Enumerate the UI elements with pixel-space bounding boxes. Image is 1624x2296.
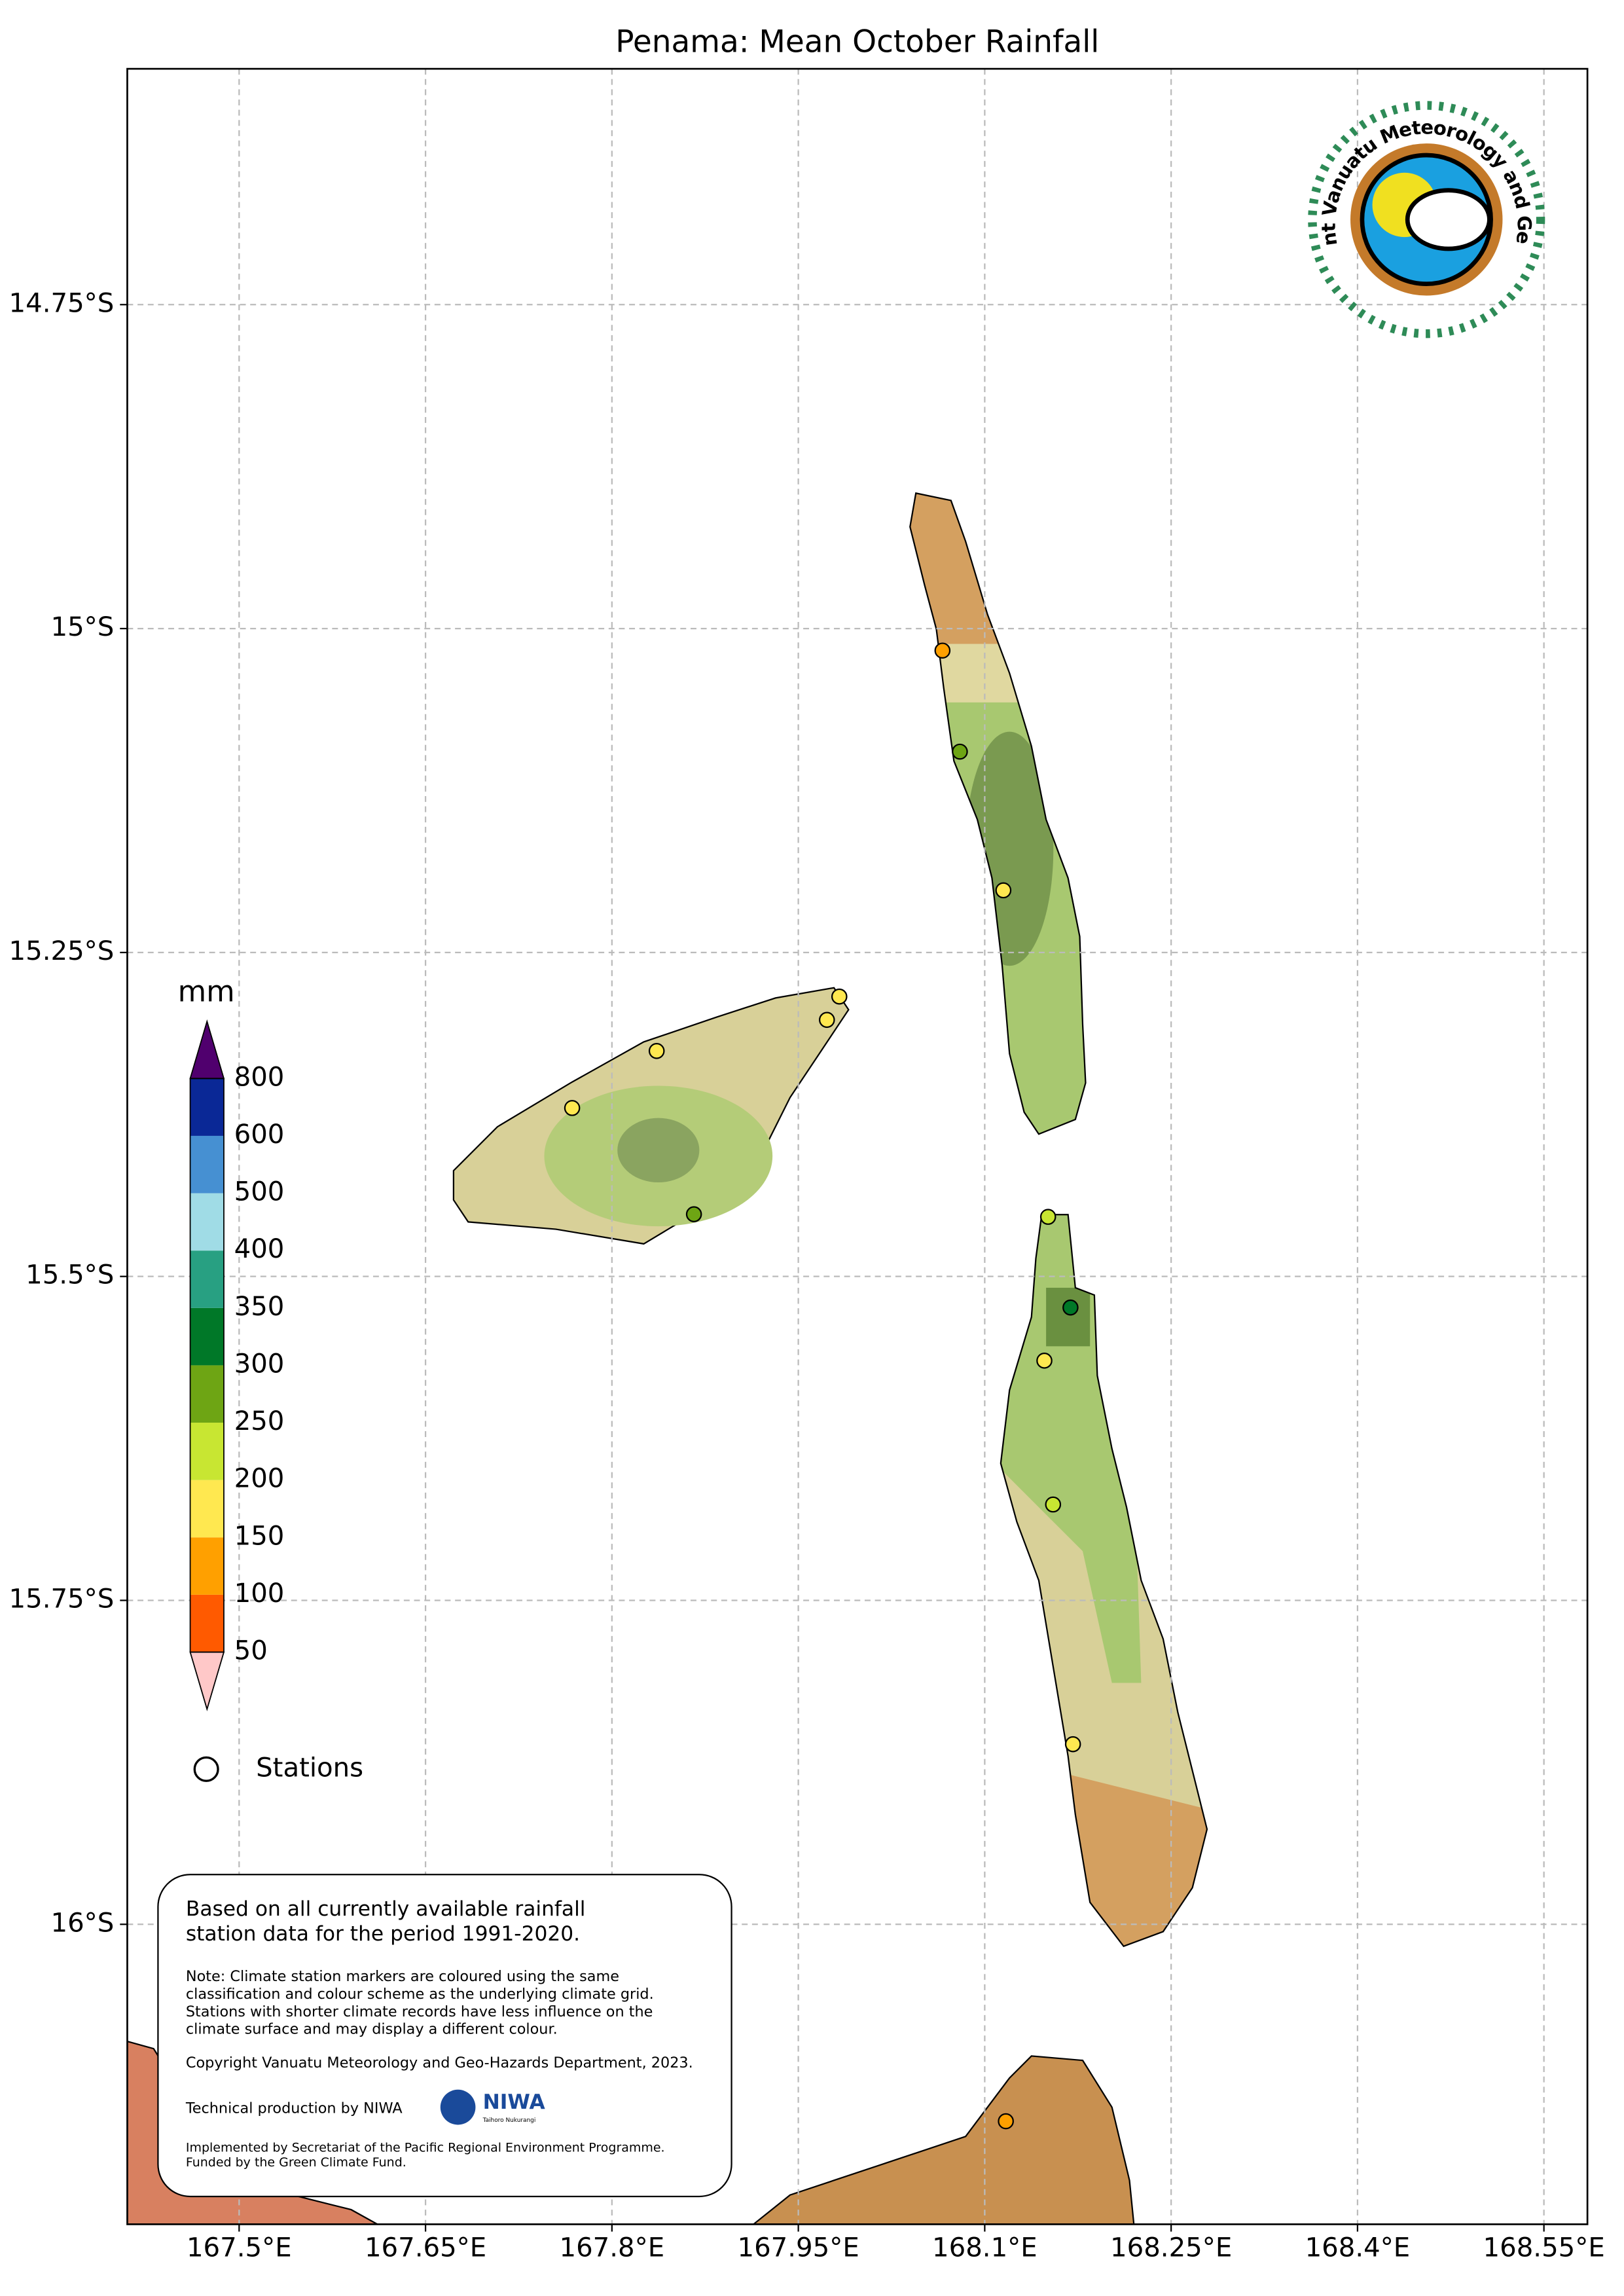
- rain-zone: [617, 1118, 700, 1183]
- y-tick-label: 14.75°S: [9, 288, 115, 318]
- station: [831, 988, 848, 1005]
- x-tick-label: 167.8°E: [560, 2232, 665, 2263]
- colorbar-bin: [190, 1365, 224, 1423]
- y-tick-label: 15.25°S: [9, 936, 115, 966]
- y-tick-label: 15.75°S: [9, 1584, 115, 1614]
- note-box: [157, 1874, 732, 2198]
- station: [648, 1043, 665, 1059]
- island-maewo: [910, 493, 1086, 1135]
- legend-label: Stations: [256, 1753, 363, 1783]
- station: [1039, 1209, 1056, 1225]
- colorbar-tick-label: 100: [234, 1578, 285, 1609]
- station: [685, 1206, 702, 1222]
- station: [934, 642, 951, 659]
- note-detail: Stations with shorter climate records ha…: [186, 2003, 653, 2020]
- y-tick-label: 16°S: [51, 1908, 115, 1938]
- colorbar-tick-label: 800: [234, 1062, 285, 1092]
- colorbar-tick-label: 300: [234, 1349, 285, 1379]
- x-tick-label: 167.95°E: [737, 2232, 859, 2263]
- niwa-sub: Taihoro Nukurangi: [482, 2117, 536, 2124]
- colorbar: 50 100 150 200 250 300 350 400 500 600 800: [189, 1019, 285, 1711]
- map-frame: [126, 67, 1589, 2225]
- note-detail: Note: Climate station markers are colour…: [186, 1968, 619, 1985]
- stations: [564, 642, 1081, 2130]
- colorbar-bin: [190, 1307, 224, 1366]
- niwa-emblem: [440, 2089, 476, 2125]
- note-detail: classification and colour scheme as the …: [186, 1986, 654, 2003]
- map-title: Penama: Mean October Rainfall: [615, 24, 1099, 60]
- y-tick-label: 15°S: [51, 612, 115, 642]
- station: [818, 1011, 835, 1029]
- colorbar-tick-label: 150: [234, 1521, 285, 1551]
- colorbar-bin: [190, 1078, 224, 1136]
- station: [1036, 1353, 1053, 1369]
- x-tick-label: 168.1°E: [932, 2232, 1038, 2263]
- colorbar-outline: [189, 1078, 225, 1653]
- note-detail: climate surface and may display a differ…: [186, 2021, 558, 2038]
- station: [1045, 1496, 1062, 1513]
- x-tick-label: 167.65°E: [365, 2232, 486, 2263]
- colorbar-bin: [190, 1594, 224, 1652]
- station: [1062, 1299, 1079, 1316]
- station: [564, 1100, 581, 1116]
- note-summary: Based on all currently available rainfal…: [186, 1897, 586, 1921]
- laurel: [1308, 101, 1545, 338]
- colorbar-bin: [190, 1135, 224, 1194]
- colorbar-bin: [190, 1537, 224, 1595]
- x-tick-label: 167.5°E: [187, 2232, 292, 2263]
- island-pentecost: [1000, 1214, 1207, 1946]
- colorbar-tick-label: 400: [234, 1234, 285, 1264]
- x-tick-label: 168.55°E: [1483, 2232, 1605, 2263]
- station: [995, 882, 1012, 899]
- colorbar-over: [189, 1019, 225, 1080]
- colorbar-bin: [190, 1193, 224, 1251]
- station: [998, 2113, 1014, 2130]
- graticule: [127, 69, 1588, 2225]
- colorbar-bin: [190, 1423, 224, 1480]
- x-tick-label: 168.4°E: [1305, 2232, 1411, 2263]
- colorbar-bin: [190, 1250, 224, 1308]
- colorbar-tick-label: 500: [234, 1177, 285, 1207]
- colorbar-under: [189, 1651, 225, 1711]
- note-copyright: Copyright Vanuatu Meteorology and Geo-Ha…: [186, 2054, 693, 2071]
- colorbar-label: mm: [178, 975, 235, 1009]
- note-funding: Implemented by Secretariat of the Pacifi…: [186, 2141, 665, 2155]
- colorbar-tick-label: 200: [234, 1464, 285, 1494]
- station: [1064, 1736, 1081, 1753]
- station: [952, 743, 968, 760]
- colorbar-tick-label: 50: [234, 1636, 268, 1666]
- colorbar-bin: [190, 1480, 224, 1538]
- note-summary: station data for the period 1991-2020.: [186, 1922, 580, 1946]
- coast: [909, 492, 1087, 1135]
- coast: [1000, 1214, 1208, 1948]
- note-funding: Funded by the Green Climate Fund.: [186, 2155, 406, 2170]
- colorbar-tick-label: 600: [234, 1120, 285, 1150]
- colorbar-tick-label: 250: [234, 1406, 285, 1436]
- x-tick-label: 168.25°E: [1110, 2232, 1232, 2263]
- island-ambrym: [752, 2055, 1135, 2225]
- niwa-logo: NIWA: [483, 2090, 546, 2114]
- note-production: Technical production by NIWA: [185, 2100, 403, 2117]
- logo-cloud: [1405, 188, 1492, 251]
- y-tick-label: 15.5°S: [26, 1260, 114, 1290]
- legend-marker: [193, 1756, 219, 1782]
- colorbar-tick-label: 350: [234, 1292, 285, 1322]
